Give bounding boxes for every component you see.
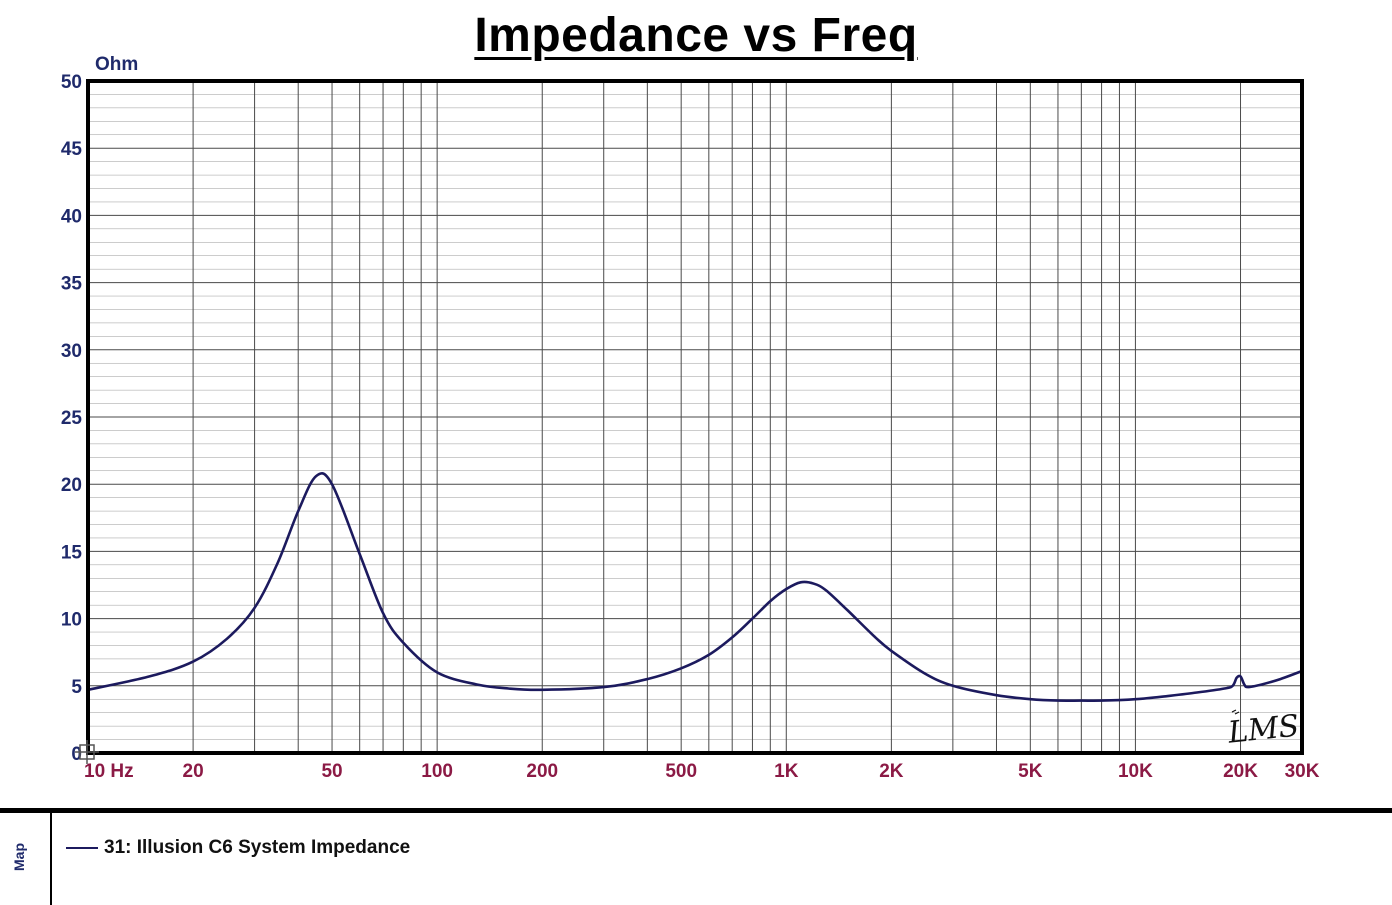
y-minor-gridlines [88,94,1302,740]
map-tab-label: Map [11,843,27,871]
y-tick-label: 15 [61,542,83,563]
y-tick-label: 30 [61,341,82,362]
x-tick-label: 30K [1285,761,1320,782]
y-tick-label: 40 [61,206,82,227]
x-tick-label: 2K [879,761,904,782]
x-tick-label: 20K [1223,761,1258,782]
map-tab[interactable]: Map [0,813,52,905]
legend-line-swatch [66,847,98,849]
x-tick-label: 5K [1018,761,1043,782]
x-tick-label: 1K [774,761,799,782]
impedance-curve-layer [87,472,1303,702]
chart-title: Impedance vs Freq [474,9,918,62]
lms-watermark-tick [1231,709,1240,715]
y-tick-label: 45 [61,139,83,160]
x-tick-label: 500 [665,761,697,782]
y-tick-label: 10 [61,610,82,631]
x-tick-label: 100 [421,761,453,782]
y-tick-label: 0 [71,744,82,765]
x-gridlines [192,81,1242,753]
x-tick-label: 10K [1118,761,1153,782]
x-tick-label: 10 Hz [84,761,134,782]
lms-watermark-text: LMS [1225,708,1300,750]
x-axis-tick-labels: 10 Hz 20 50 100 200 500 1K 2K 5K 10K 20K 30K [84,761,1320,782]
legend-series-label: 31: Illusion C6 System Impedance [104,837,411,858]
y-tick-label: 5 [71,677,82,698]
y-tick-label: 20 [61,475,82,496]
x-tick-label: 50 [321,761,342,782]
plot-frame [86,79,1304,755]
y-tick-label: 50 [61,72,82,93]
x-tick-label: 200 [526,761,558,782]
legend-panel: Map 31: Illusion C6 System Impedance [0,808,1392,905]
lms-watermark: LMS [1225,708,1300,750]
y-tick-label: 25 [61,408,83,429]
y-axis-label: Ohm [95,54,138,75]
legend-item[interactable]: 31: Illusion C6 System Impedance [66,837,410,859]
cursor-crosshair-icon[interactable] [75,740,99,764]
x-tick-label: 20 [183,761,204,782]
y-tick-label: 35 [61,274,83,295]
y-axis-tick-labels: 0 5 10 15 20 25 30 35 40 45 50 [61,72,83,765]
impedance-curve [87,472,1303,702]
